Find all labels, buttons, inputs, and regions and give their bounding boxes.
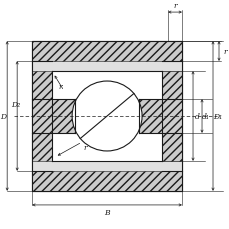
Bar: [32, 72, 52, 161]
Bar: [75, 100, 139, 134]
Text: r: r: [222, 48, 226, 56]
Text: D₁: D₁: [213, 112, 222, 120]
Text: r: r: [83, 143, 87, 151]
Bar: [32, 161, 52, 171]
Bar: [32, 171, 181, 191]
Text: D: D: [0, 112, 6, 120]
Text: B: B: [104, 208, 109, 216]
Bar: [161, 161, 181, 171]
Bar: [32, 42, 181, 62]
Bar: [32, 42, 181, 191]
Bar: [161, 72, 181, 161]
Bar: [139, 100, 181, 134]
Bar: [52, 72, 161, 161]
Text: d: d: [194, 112, 199, 120]
Text: r: r: [172, 2, 176, 10]
Text: D₂: D₂: [11, 101, 21, 109]
Bar: [161, 62, 181, 72]
Text: r: r: [58, 83, 62, 91]
Bar: [32, 62, 52, 72]
Text: d₁: d₁: [201, 112, 209, 120]
Circle shape: [72, 82, 142, 151]
Bar: [32, 100, 75, 134]
Bar: [32, 42, 181, 191]
